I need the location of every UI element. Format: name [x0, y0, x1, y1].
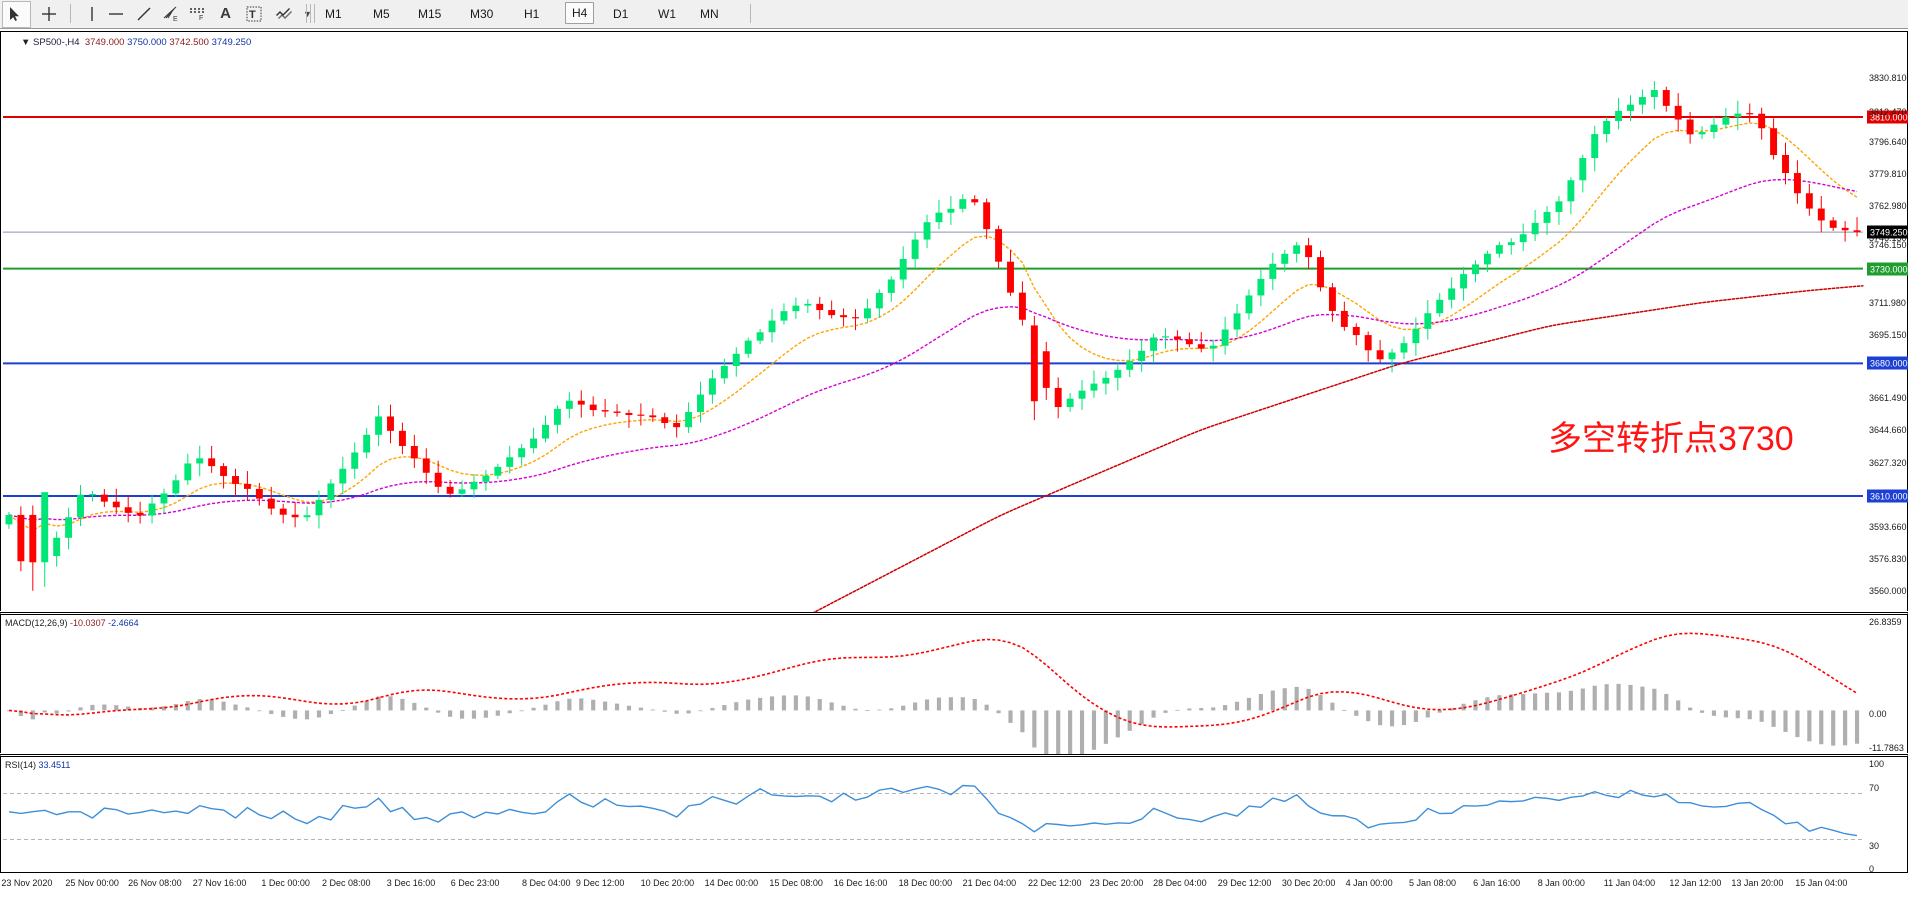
svg-text:T: T — [249, 9, 256, 21]
svg-text:E: E — [173, 16, 178, 23]
svg-text:F: F — [199, 15, 203, 21]
